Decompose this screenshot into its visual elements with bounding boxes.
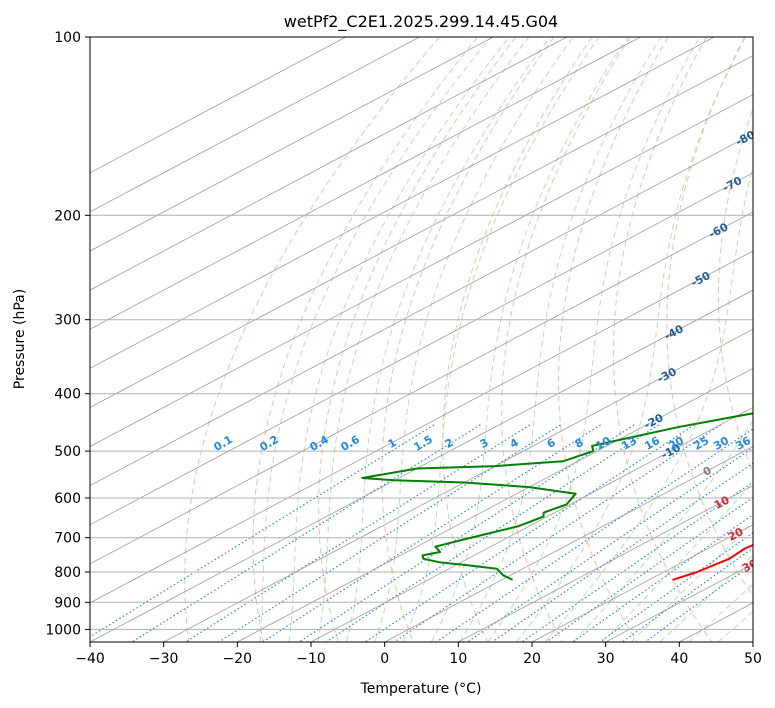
isotherm-line — [90, 250, 753, 604]
mixing-ratio-line — [131, 424, 481, 642]
moist-adiabat — [345, 37, 551, 642]
skew-isotherm-label: 20 — [726, 525, 746, 544]
mixing-ratio-line — [491, 462, 753, 642]
y-tick-label: 400 — [54, 387, 81, 403]
moist-adiabat — [573, 419, 753, 642]
x-tick-label: 30 — [597, 651, 615, 667]
moist-adiabat — [487, 37, 701, 642]
moist-adiabat — [317, 37, 530, 642]
x-tick-label: −20 — [223, 651, 253, 667]
isotherm-line — [384, 446, 753, 642]
x-tick-label: −30 — [149, 651, 179, 667]
plot-lines — [90, 37, 753, 642]
mixing-ratio-line — [218, 424, 561, 642]
isotherm-line — [90, 172, 753, 526]
x-tick-label: −40 — [75, 651, 105, 667]
plot-series — [361, 412, 753, 581]
isotherm-line — [90, 211, 753, 565]
isotherm-line — [90, 37, 494, 252]
moist-adiabat — [374, 37, 574, 642]
x-tick-label: −10 — [296, 651, 326, 667]
moist-adiabat — [516, 37, 747, 642]
moist-adiabat — [601, 481, 753, 642]
moist-adiabat — [259, 37, 492, 642]
isotherm-line — [90, 289, 753, 642]
dry-adiabat — [442, 37, 593, 642]
plot-frame — [89, 36, 754, 643]
dry-adiabat — [613, 37, 713, 642]
dry-adiabat — [558, 37, 669, 642]
moist-adiabat — [402, 37, 600, 642]
y-tick-label: 500 — [54, 444, 81, 460]
mixing-ratio-line — [599, 532, 753, 642]
moist-adiabat — [430, 37, 629, 642]
x-tick-label: 40 — [670, 651, 688, 667]
isotherm-line — [90, 37, 641, 330]
moist-adiabat — [630, 521, 753, 642]
y-tick-label: 1000 — [45, 622, 81, 638]
dry-adiabat — [501, 37, 631, 642]
y-tick-label: 600 — [54, 491, 81, 507]
y-axis-label: Pressure (hPa) — [12, 289, 28, 389]
mixing-ratio-line — [325, 424, 659, 642]
isotherm-line — [90, 55, 753, 408]
dry-adiabat — [381, 37, 555, 642]
skew-isotherm-label: 30 — [740, 556, 760, 575]
y-tick-label: 100 — [54, 30, 81, 46]
isotherm-line — [90, 94, 753, 447]
y-tick-label: 800 — [54, 565, 81, 581]
isotherm-line — [90, 37, 347, 174]
moist-adiabat — [688, 583, 753, 642]
dry-adiabat — [318, 37, 517, 642]
y-tick-label: 900 — [54, 595, 81, 611]
x-axis-label: Temperature (°C) — [360, 681, 482, 697]
skew-isotherm-label: 10 — [712, 493, 732, 512]
isotherm-line — [90, 37, 420, 213]
isotherm-line — [163, 328, 753, 642]
isotherm-line — [310, 406, 753, 642]
moist-adiabat — [659, 554, 753, 642]
dry-adiabat — [718, 107, 753, 474]
x-tick-label: 20 — [523, 651, 541, 667]
y-tick-label: 200 — [54, 208, 81, 224]
moist-adiabat — [544, 164, 753, 642]
isotherm-line — [237, 367, 753, 642]
y-tick-label: 700 — [54, 531, 81, 547]
isotherm-line — [458, 485, 753, 642]
dry-adiabat — [184, 37, 440, 642]
mixing-ratio-line — [393, 424, 722, 642]
x-tick-label: 0 — [380, 651, 389, 667]
y-tick-label: 300 — [54, 313, 81, 329]
mixing-ratio-line — [521, 481, 753, 642]
mixing-ratio-line — [467, 447, 753, 642]
moist-adiabat — [288, 37, 510, 642]
mixing-ratio-line — [185, 424, 531, 642]
mixing-ratio-label: 36 — [733, 434, 753, 453]
isotherm-line — [531, 524, 753, 642]
x-tick-label: 50 — [744, 651, 762, 667]
isotherm-line — [90, 37, 715, 369]
dewpoint-profile-line — [361, 412, 753, 581]
mixing-ratio-line — [572, 514, 753, 642]
dry-adiabat — [252, 37, 478, 642]
mixing-ratio-line — [364, 424, 695, 642]
isotherm-line — [90, 37, 568, 291]
chart-title: wetPf2_C2E1.2025.299.14.45.G04 — [284, 12, 558, 32]
isotherm-line — [90, 133, 753, 487]
x-tick-label: 10 — [449, 651, 467, 667]
mixing-ratio-line — [262, 424, 601, 642]
axis-ticks: −40 −30 −20 −10 0 10 20 30 40 50 100 200 300 400 500 60… — [45, 30, 762, 667]
dry-adiabat — [666, 37, 753, 598]
